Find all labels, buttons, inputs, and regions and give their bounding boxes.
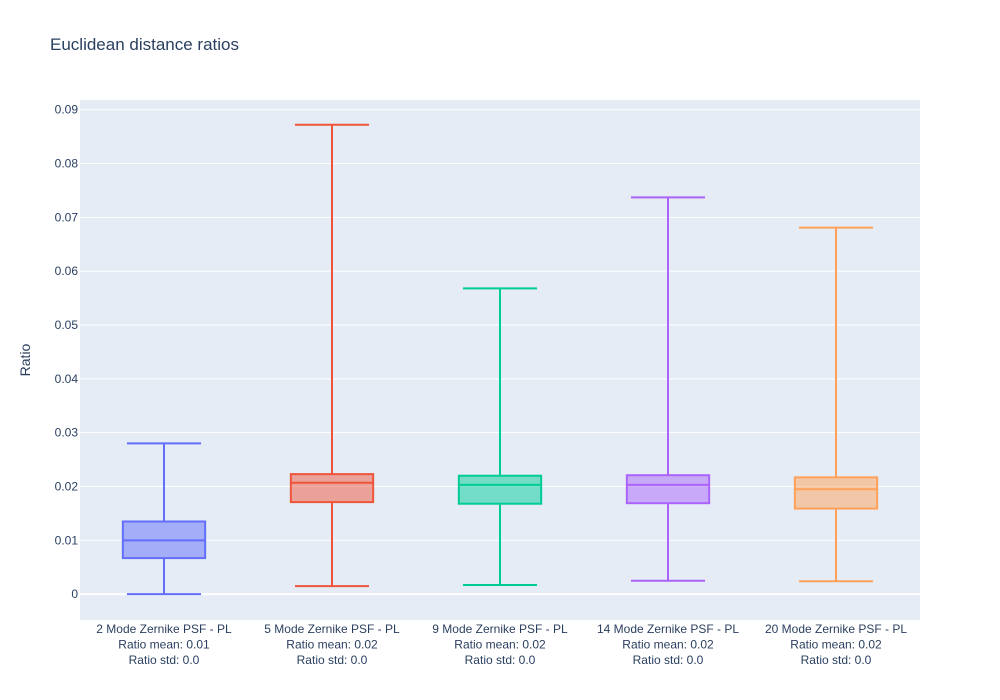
chart-title: Euclidean distance ratios xyxy=(50,35,239,54)
x-category-label: Ratio mean: 0.02 xyxy=(790,638,882,652)
x-category-label: Ratio mean: 0.02 xyxy=(286,638,378,652)
x-category-label: Ratio std: 0.0 xyxy=(633,653,704,667)
x-category-label: 14 Mode Zernike PSF - PL xyxy=(597,622,739,636)
x-category-label: 9 Mode Zernike PSF - PL xyxy=(432,622,568,636)
x-category-label: 20 Mode Zernike PSF - PL xyxy=(765,622,907,636)
x-category-label: Ratio mean: 0.02 xyxy=(454,638,546,652)
y-tick-label: 0.04 xyxy=(55,372,79,386)
y-tick-label: 0.08 xyxy=(55,157,79,171)
y-axis-label: Ratio xyxy=(17,343,33,376)
x-category-label: 5 Mode Zernike PSF - PL xyxy=(264,622,400,636)
box-trace xyxy=(625,196,711,582)
box-trace xyxy=(289,123,375,588)
y-tick-label: 0.01 xyxy=(55,533,79,547)
y-tick-label: 0 xyxy=(71,587,78,601)
box-trace xyxy=(121,442,207,596)
y-tick-label: 0.03 xyxy=(55,426,79,440)
y-tick-label: 0.09 xyxy=(55,103,79,117)
box-trace xyxy=(793,226,879,583)
iqr-box xyxy=(457,474,543,505)
box-series xyxy=(121,123,879,596)
y-tick-label: 0.05 xyxy=(55,318,79,332)
iqr-box xyxy=(625,474,711,505)
x-category-label: Ratio std: 0.0 xyxy=(801,653,872,667)
x-category-label: 2 Mode Zernike PSF - PL xyxy=(96,622,232,636)
y-axis-ticks: 0 0.01 0.02 0.03 0.04 0.05 0.06 0.07 0.08 0.09 xyxy=(55,103,79,601)
iqr-box xyxy=(289,473,375,504)
x-category-label: Ratio std: 0.0 xyxy=(297,653,368,667)
x-category-label: Ratio mean: 0.02 xyxy=(622,638,714,652)
y-tick-label: 0.02 xyxy=(55,480,79,494)
box-trace xyxy=(457,287,543,587)
iqr-box xyxy=(793,476,879,510)
x-category-label: Ratio mean: 0.01 xyxy=(118,638,210,652)
x-category-label: Ratio std: 0.0 xyxy=(465,653,536,667)
x-category-label: Ratio std: 0.0 xyxy=(129,653,200,667)
y-tick-label: 0.06 xyxy=(55,264,79,278)
y-tick-label: 0.07 xyxy=(55,210,79,224)
